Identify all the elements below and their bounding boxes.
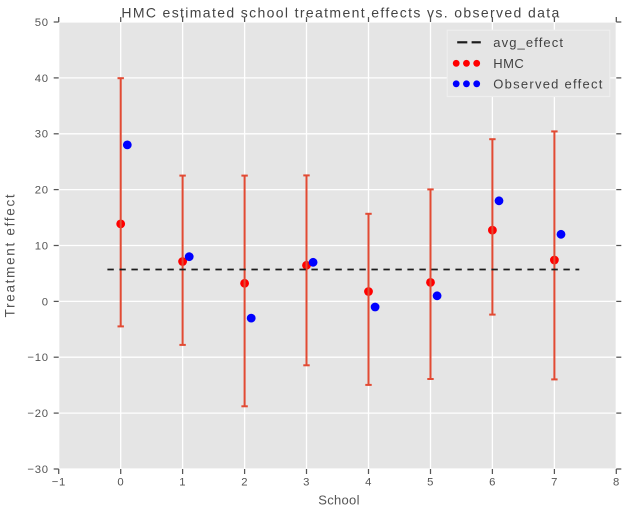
svg-text:5: 5 xyxy=(427,477,434,489)
svg-text:20: 20 xyxy=(35,185,49,197)
svg-text:1: 1 xyxy=(179,477,186,489)
svg-text:50: 50 xyxy=(35,17,49,29)
svg-text:2: 2 xyxy=(241,477,248,489)
svg-text:School: School xyxy=(318,493,360,508)
svg-text:avg_effect: avg_effect xyxy=(493,35,564,50)
svg-text:−20: −20 xyxy=(27,408,48,420)
svg-text:3: 3 xyxy=(303,477,310,489)
svg-text:−1: −1 xyxy=(52,477,66,489)
svg-text:HMC: HMC xyxy=(493,56,524,71)
svg-text:0: 0 xyxy=(117,477,124,489)
svg-text:Treatment effect: Treatment effect xyxy=(3,193,18,318)
svg-text:30: 30 xyxy=(35,129,49,141)
svg-text:6: 6 xyxy=(489,477,496,489)
svg-text:Observed effect: Observed effect xyxy=(493,76,603,91)
svg-text:10: 10 xyxy=(35,240,49,252)
svg-text:8: 8 xyxy=(613,477,620,489)
svg-text:−10: −10 xyxy=(27,352,48,364)
svg-text:0: 0 xyxy=(42,296,49,308)
svg-text:40: 40 xyxy=(35,73,49,85)
svg-text:4: 4 xyxy=(365,477,372,489)
svg-text:HMC estimated school treatment: HMC estimated school treatment effects v… xyxy=(121,5,560,21)
svg-text:7: 7 xyxy=(551,477,558,489)
svg-text:−30: −30 xyxy=(27,464,48,476)
